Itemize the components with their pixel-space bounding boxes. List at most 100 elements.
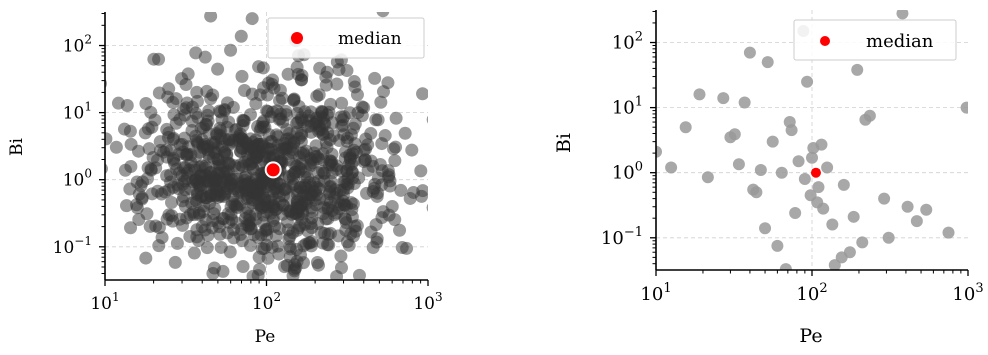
legend-box	[267, 17, 425, 59]
data-point	[216, 300, 229, 313]
data-point	[105, 163, 108, 175]
data-point	[349, 224, 363, 238]
data-point	[118, 163, 132, 177]
data-point	[798, 173, 811, 186]
data-point	[261, 200, 275, 214]
data-point	[204, 166, 218, 180]
data-point	[318, 166, 332, 180]
legend-label-median: median	[338, 29, 402, 49]
data-point	[743, 46, 756, 59]
y-tick-label: 100	[63, 167, 92, 191]
data-point	[310, 89, 324, 103]
data-point	[920, 203, 933, 216]
data-point	[281, 223, 295, 237]
data-point	[234, 158, 248, 172]
median-marker-layer	[264, 161, 282, 179]
data-point	[754, 164, 767, 177]
data-point	[750, 186, 763, 199]
data-point	[176, 102, 190, 116]
data-point	[211, 152, 225, 166]
data-point	[304, 105, 318, 119]
data-point	[738, 96, 751, 109]
data-point	[233, 308, 246, 321]
data-point	[225, 172, 239, 186]
y-axis-label: Bi	[553, 133, 575, 153]
data-point	[330, 269, 344, 280]
data-point	[336, 118, 350, 132]
data-point	[153, 135, 167, 149]
data-point	[211, 216, 225, 230]
data-point	[792, 155, 805, 168]
data-point	[246, 162, 260, 176]
data-point	[446, 196, 459, 209]
data-point	[355, 100, 369, 114]
data-point	[28, 225, 41, 238]
data-point	[761, 56, 774, 69]
data-point	[192, 208, 206, 222]
data-point	[301, 120, 315, 134]
data-point	[293, 150, 307, 164]
data-point	[175, 72, 189, 86]
data-point	[304, 239, 318, 253]
data-point	[717, 92, 730, 105]
data-point	[394, 183, 408, 197]
data-point	[253, 262, 267, 276]
data-point	[212, 104, 226, 118]
data-point	[66, 123, 79, 136]
data-point	[109, 140, 123, 154]
data-point	[173, 112, 187, 126]
data-point	[124, 221, 138, 235]
y-axis-ticks: 10−1 100 101 102	[53, 13, 105, 274]
data-point	[347, 177, 361, 191]
data-point	[789, 207, 802, 220]
data-point	[267, 149, 281, 163]
legend-label-median: median	[866, 31, 934, 52]
x-axis-ticks: 101 102 103	[90, 280, 443, 314]
x-tick-label: 103	[952, 281, 983, 305]
data-point	[438, 166, 451, 179]
scatter-points	[28, 12, 459, 321]
x-axis-label: Pe	[799, 325, 822, 347]
data-point	[376, 205, 390, 219]
data-point	[131, 144, 145, 158]
x-axis-label: Pe	[255, 327, 276, 347]
data-point	[785, 124, 798, 137]
data-point	[327, 129, 341, 143]
data-point	[204, 92, 218, 106]
legend-box	[793, 19, 957, 61]
data-point	[255, 242, 269, 256]
data-point	[775, 166, 788, 179]
data-point	[348, 80, 362, 94]
data-point	[279, 181, 293, 195]
legend: median	[267, 17, 425, 59]
data-point	[142, 142, 156, 156]
data-point	[960, 101, 968, 114]
data-point	[316, 128, 330, 142]
data-point	[185, 114, 199, 128]
data-point	[190, 85, 204, 99]
data-point	[837, 178, 850, 191]
data-point	[369, 113, 383, 127]
data-point	[801, 75, 814, 88]
data-point	[282, 132, 296, 146]
data-point	[216, 264, 230, 278]
data-point	[170, 236, 184, 250]
data-point	[806, 151, 818, 164]
data-point	[309, 305, 322, 318]
y-axis-ticks: 10−1 100 101 102	[601, 10, 656, 265]
data-point	[253, 88, 267, 102]
data-point	[826, 218, 839, 231]
data-point	[821, 161, 834, 174]
x-tick-label: 102	[796, 281, 827, 305]
data-point	[348, 137, 362, 151]
x-tick-label: 102	[252, 290, 281, 314]
data-point	[200, 241, 214, 255]
data-point	[371, 186, 385, 200]
data-point	[324, 97, 338, 111]
data-point	[162, 82, 176, 96]
data-point	[309, 279, 317, 280]
data-point	[190, 223, 204, 237]
data-point	[389, 140, 403, 154]
y-tick-label: 102	[612, 30, 643, 54]
